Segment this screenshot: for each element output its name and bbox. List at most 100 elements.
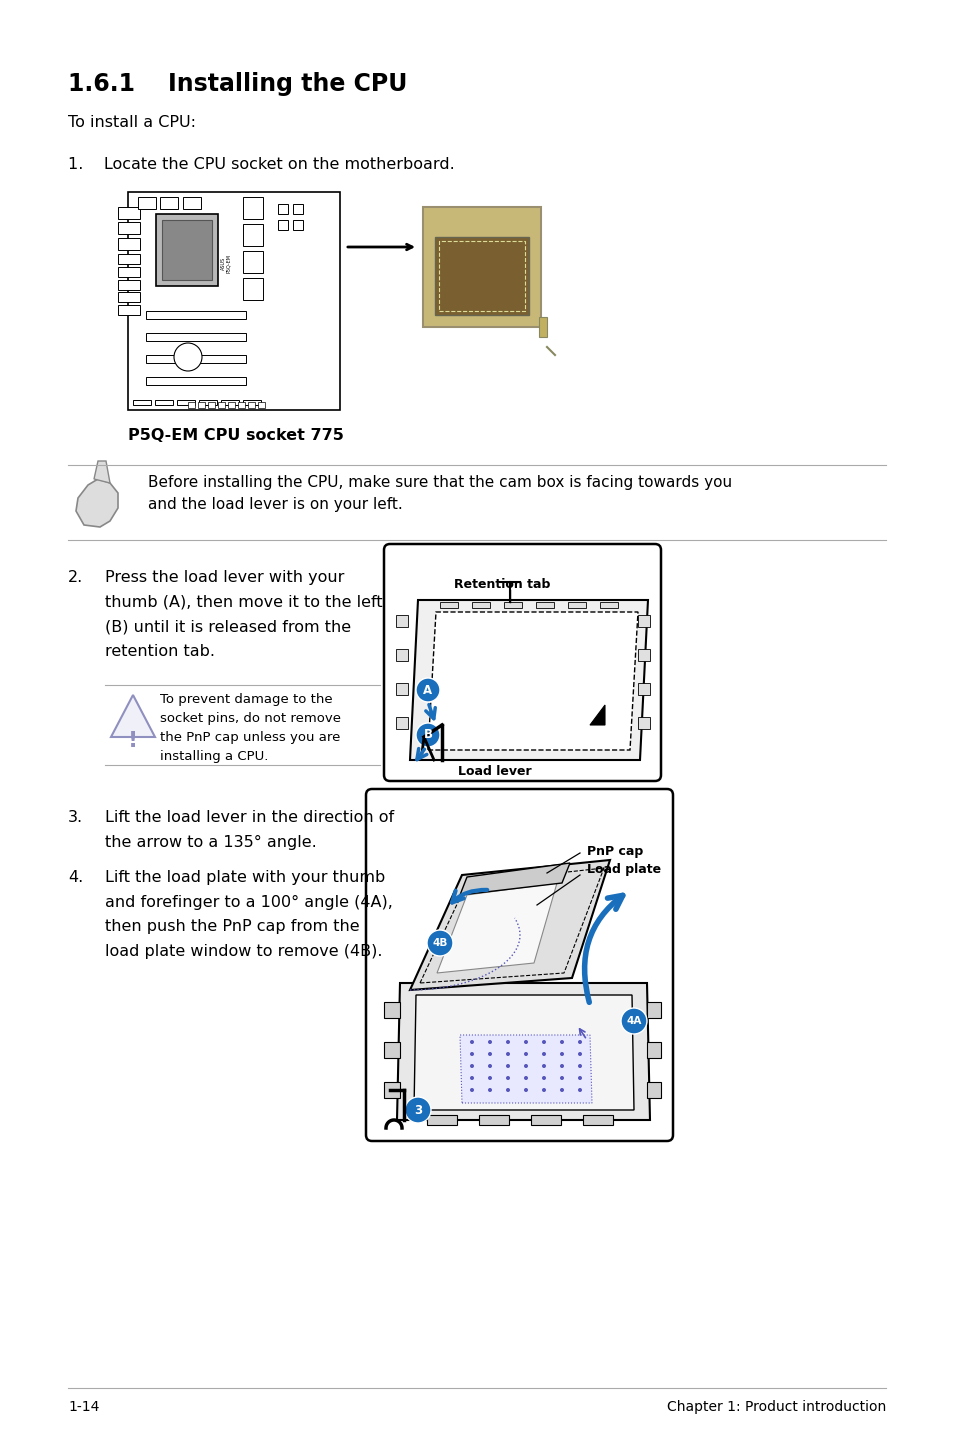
Circle shape (505, 1053, 510, 1055)
Circle shape (559, 1076, 563, 1080)
Bar (538, 316, 546, 336)
Bar (237, 403, 245, 408)
Bar (503, 603, 521, 608)
Bar (146, 334, 246, 341)
Text: To install a CPU:: To install a CPU: (68, 115, 195, 129)
Circle shape (578, 1053, 581, 1055)
Bar (395, 683, 408, 695)
Bar (118, 267, 140, 278)
Circle shape (523, 1064, 527, 1068)
Bar (395, 615, 408, 627)
Bar (472, 603, 490, 608)
Bar (160, 197, 178, 209)
Text: Lift the load lever in the direction of
the arrow to a 135° angle.: Lift the load lever in the direction of … (105, 810, 394, 850)
Text: To prevent damage to the
socket pins, do not remove
the PnP cap unless you are
i: To prevent damage to the socket pins, do… (160, 693, 340, 764)
Bar (395, 718, 408, 729)
Polygon shape (111, 695, 154, 738)
Bar (395, 649, 408, 661)
Bar (177, 400, 194, 406)
Bar (422, 207, 540, 326)
Polygon shape (428, 613, 638, 751)
Bar (277, 220, 288, 230)
Bar (384, 1043, 399, 1058)
Circle shape (578, 1040, 581, 1044)
Bar (228, 403, 234, 408)
FancyBboxPatch shape (384, 544, 660, 781)
Circle shape (559, 1064, 563, 1068)
Text: P5Q-EM CPU socket 775: P5Q-EM CPU socket 775 (128, 429, 343, 443)
Circle shape (505, 1089, 510, 1091)
Polygon shape (410, 600, 647, 761)
Bar (293, 220, 303, 230)
Polygon shape (436, 883, 557, 974)
Text: Load plate: Load plate (586, 863, 660, 876)
Text: and the load lever is on your left.: and the load lever is on your left. (148, 498, 402, 512)
Bar (118, 280, 140, 290)
Bar (188, 403, 194, 408)
Text: Retention tab: Retention tab (454, 578, 550, 591)
Polygon shape (414, 995, 634, 1110)
Bar (638, 718, 649, 729)
Circle shape (470, 1040, 474, 1044)
Text: Load lever: Load lever (457, 765, 531, 778)
Bar (118, 207, 140, 219)
Bar (243, 252, 263, 273)
Bar (435, 237, 529, 315)
Bar (567, 603, 585, 608)
Circle shape (416, 677, 439, 702)
Circle shape (416, 723, 439, 746)
Text: 4A: 4A (626, 1017, 641, 1025)
Bar (243, 224, 263, 246)
Circle shape (505, 1040, 510, 1044)
Text: 4B: 4B (432, 938, 447, 948)
Text: PnP cap: PnP cap (586, 846, 642, 858)
Text: Chapter 1: Product introduction: Chapter 1: Product introduction (666, 1401, 885, 1414)
Circle shape (578, 1089, 581, 1091)
Polygon shape (76, 479, 118, 526)
Bar (128, 193, 339, 410)
Polygon shape (589, 705, 604, 725)
Bar (582, 1114, 613, 1125)
Bar (384, 1081, 399, 1099)
Circle shape (470, 1076, 474, 1080)
Bar (183, 197, 201, 209)
Text: 1.6.1    Installing the CPU: 1.6.1 Installing the CPU (68, 72, 407, 96)
Text: A: A (423, 683, 432, 696)
Circle shape (523, 1076, 527, 1080)
Bar (478, 1114, 509, 1125)
Circle shape (405, 1097, 431, 1123)
Bar (199, 400, 216, 406)
Bar (384, 1002, 399, 1018)
Text: 3.: 3. (68, 810, 83, 825)
Bar (132, 400, 151, 406)
Bar (156, 214, 218, 286)
Text: 2.: 2. (68, 569, 83, 585)
Polygon shape (459, 863, 569, 894)
Text: Lift the load plate with your thumb
and forefinger to a 100° angle (4A),
then pu: Lift the load plate with your thumb and … (105, 870, 393, 959)
Polygon shape (396, 984, 649, 1120)
Bar (243, 400, 261, 406)
Circle shape (505, 1076, 510, 1080)
Bar (118, 239, 140, 250)
Bar (638, 649, 649, 661)
Bar (146, 311, 246, 319)
Bar (248, 403, 254, 408)
Circle shape (488, 1089, 492, 1091)
Bar (118, 221, 140, 234)
Bar (218, 403, 225, 408)
Bar (118, 255, 140, 265)
Circle shape (541, 1089, 545, 1091)
Text: B: B (423, 729, 432, 742)
Bar (154, 400, 172, 406)
Text: 1.    Locate the CPU socket on the motherboard.: 1. Locate the CPU socket on the motherbo… (68, 157, 455, 173)
Polygon shape (94, 462, 110, 483)
Text: Press the load lever with your
thumb (A), then move it to the left
(B) until it : Press the load lever with your thumb (A)… (105, 569, 382, 659)
Bar (638, 683, 649, 695)
Bar (646, 1002, 660, 1018)
Circle shape (470, 1064, 474, 1068)
Bar (118, 305, 140, 315)
Circle shape (559, 1040, 563, 1044)
Circle shape (505, 1064, 510, 1068)
Circle shape (523, 1053, 527, 1055)
Bar (138, 197, 156, 209)
